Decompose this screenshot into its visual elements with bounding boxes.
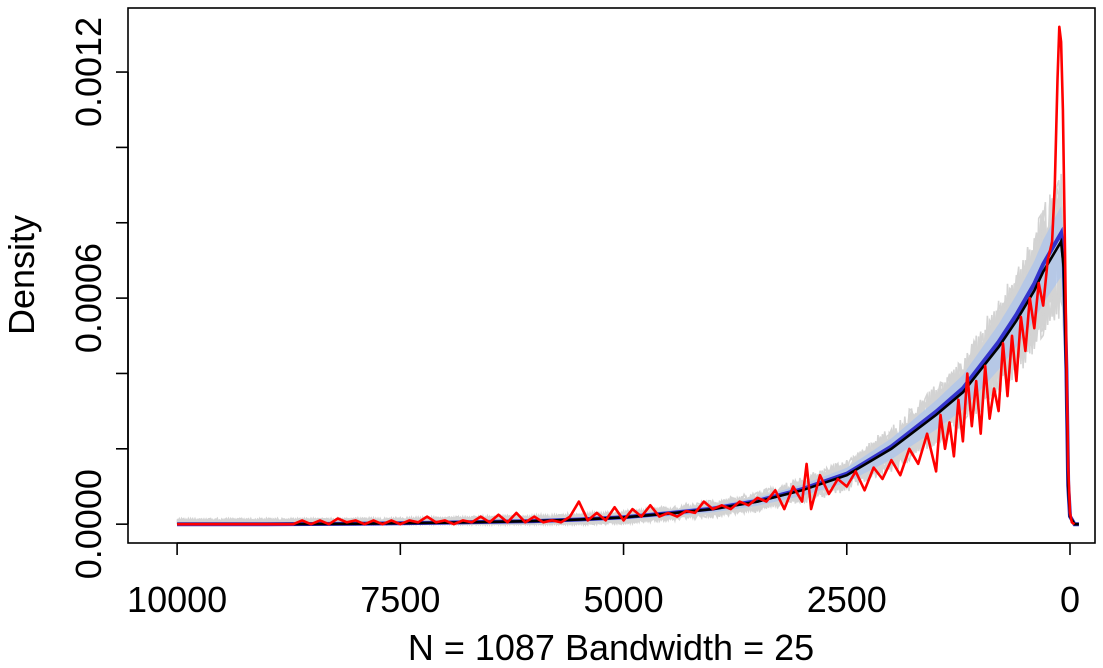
simulation-curve: [176, 173, 1079, 527]
simulation-curve: [176, 196, 1079, 527]
x-tick-label: 2500: [807, 579, 887, 620]
simulation-curve: [176, 219, 1079, 527]
x-axis-title: N = 1087 Bandwidth = 25: [408, 627, 814, 668]
mean-density-line: [177, 237, 1079, 526]
y-tick-label: 0.0000: [68, 469, 109, 579]
y-axis: 0.0000 0.0006 0.0012: [68, 17, 129, 579]
simulation-curve: [176, 197, 1079, 527]
simulation-curve: [176, 198, 1079, 527]
simulation-curve: [177, 190, 1079, 527]
simulation-curve: [176, 195, 1079, 527]
simulation-curve: [177, 211, 1079, 527]
simulation-curve: [176, 206, 1079, 528]
simulation-curve: [177, 200, 1079, 527]
simulation-curve: [176, 185, 1079, 527]
simulation-curve: [177, 179, 1079, 528]
density-series: [177, 25, 1079, 527]
x-tick-label: 7500: [360, 579, 440, 620]
y-axis-title: Density: [1, 215, 42, 335]
simulation-curve: [176, 198, 1079, 527]
plot-frame: [127, 7, 1096, 544]
x-tick-label: 0: [1060, 579, 1080, 620]
simulation-curve: [177, 192, 1079, 528]
simulation-curve: [177, 192, 1079, 527]
simulation-curve: [177, 186, 1079, 528]
y-tick-label: 0.0006: [68, 243, 109, 353]
simulation-curve: [177, 224, 1079, 527]
simulation-curve: [176, 231, 1079, 527]
y-tick-label: 0.0012: [68, 17, 109, 127]
confidence-band: [177, 206, 1079, 525]
simulation-curve: [177, 188, 1079, 527]
x-tick-label: 5000: [584, 579, 664, 620]
simulation-curves: [176, 173, 1079, 528]
simulation-curve: [176, 225, 1079, 527]
simulation-curve: [176, 210, 1079, 527]
observed-density-line: [177, 25, 1076, 526]
x-tick-label: 10000: [127, 579, 227, 620]
mean-simulation-line: [177, 226, 1079, 527]
simulation-curve: [176, 201, 1079, 527]
simulation-envelope: [177, 206, 1079, 525]
x-axis: 10000 7500 5000 2500 0: [127, 542, 1080, 620]
simulation-curve: [176, 211, 1079, 527]
simulation-curve: [176, 194, 1079, 527]
